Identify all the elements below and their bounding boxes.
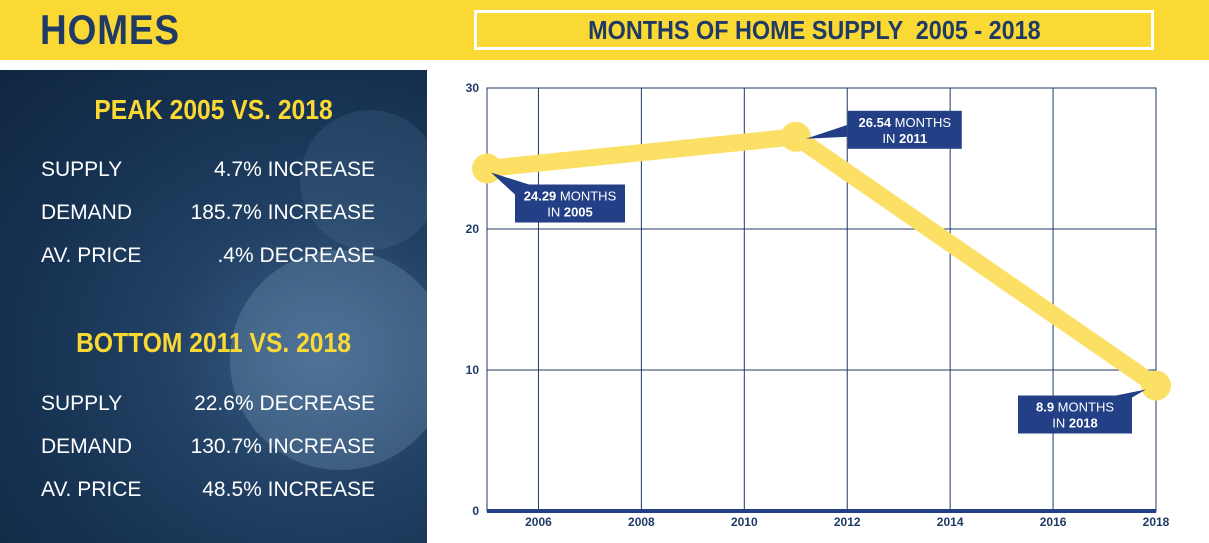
callout-line2: IN 2018 <box>1052 416 1098 431</box>
row-value: 130.7% INCREASE <box>190 435 375 458</box>
row-value: 185.7% INCREASE <box>190 201 375 224</box>
chart-title: MONTHS OF HOME SUPPLY 2005 - 2018 <box>587 14 1041 45</box>
x-tick-label: 2010 <box>731 515 758 529</box>
row-value: .4% DECREASE <box>217 244 375 267</box>
callout-line1: 8.9 MONTHS <box>1036 400 1114 415</box>
row-label: AV. PRICE <box>41 478 142 501</box>
data-point <box>1141 370 1171 401</box>
x-tick-label: 2012 <box>834 515 861 529</box>
y-tick-label: 20 <box>466 222 480 236</box>
bottom-heading: BOTTOM 2011 VS. 2018 <box>76 327 351 358</box>
page-title: HOMES <box>40 6 180 53</box>
series-line <box>478 128 1165 395</box>
y-tick-label: 0 <box>472 504 479 518</box>
row-label: DEMAND <box>41 201 133 224</box>
x-tick-label: 2008 <box>628 515 655 529</box>
background-glow <box>300 110 427 250</box>
x-tick-label: 2016 <box>1040 515 1067 529</box>
data-point <box>780 121 811 152</box>
x-tick-label: 2018 <box>1143 515 1170 529</box>
data-point <box>472 153 502 184</box>
y-tick-label: 10 <box>466 363 480 377</box>
y-tick-label: 30 <box>466 81 480 95</box>
row-label: SUPPLY <box>41 158 123 181</box>
row-label: SUPPLY <box>41 392 123 415</box>
line-chart: 2006 2008 2010 2012 2014 2016 2018 0 10 20 30 24.29… <box>466 81 1171 529</box>
bottom-price-row: AV. PRICE 48.5% INCREASE <box>41 478 375 508</box>
callout-line2: IN 2005 <box>547 205 593 220</box>
background-glow <box>230 250 427 470</box>
row-value: 48.5% INCREASE <box>202 478 375 501</box>
row-value: 22.6% DECREASE <box>194 392 375 415</box>
callout-box <box>1018 395 1132 434</box>
stats-panel: PEAK 2005 VS. 2018 SUPPLY 4.7% INCREASE … <box>0 70 427 543</box>
callout-line1: 24.29 MONTHS <box>524 189 617 204</box>
peak-demand-row: DEMAND 185.7% INCREASE <box>41 201 375 231</box>
bottom-demand-row: DEMAND 130.7% INCREASE <box>41 435 375 465</box>
bottom-supply-row: SUPPLY 22.6% DECREASE <box>41 392 375 422</box>
peak-heading: PEAK 2005 VS. 2018 <box>94 94 333 125</box>
callout-box <box>515 184 625 223</box>
callout-line1: 26.54 MONTHS <box>859 115 952 130</box>
x-tick-label: 2014 <box>937 515 964 529</box>
callout-box <box>847 110 962 149</box>
row-label: DEMAND <box>41 435 133 458</box>
peak-supply-row: SUPPLY 4.7% INCREASE <box>41 158 375 188</box>
callout-pointer <box>805 124 848 139</box>
chart-title-box: MONTHS OF HOME SUPPLY 2005 - 2018 <box>474 10 1154 50</box>
callout-line2: IN 2011 <box>882 131 927 146</box>
peak-price-row: AV. PRICE .4% DECREASE <box>41 244 375 274</box>
row-label: AV. PRICE <box>41 244 142 267</box>
x-tick-label: 2006 <box>525 515 552 529</box>
row-value: 4.7% INCREASE <box>213 158 375 181</box>
